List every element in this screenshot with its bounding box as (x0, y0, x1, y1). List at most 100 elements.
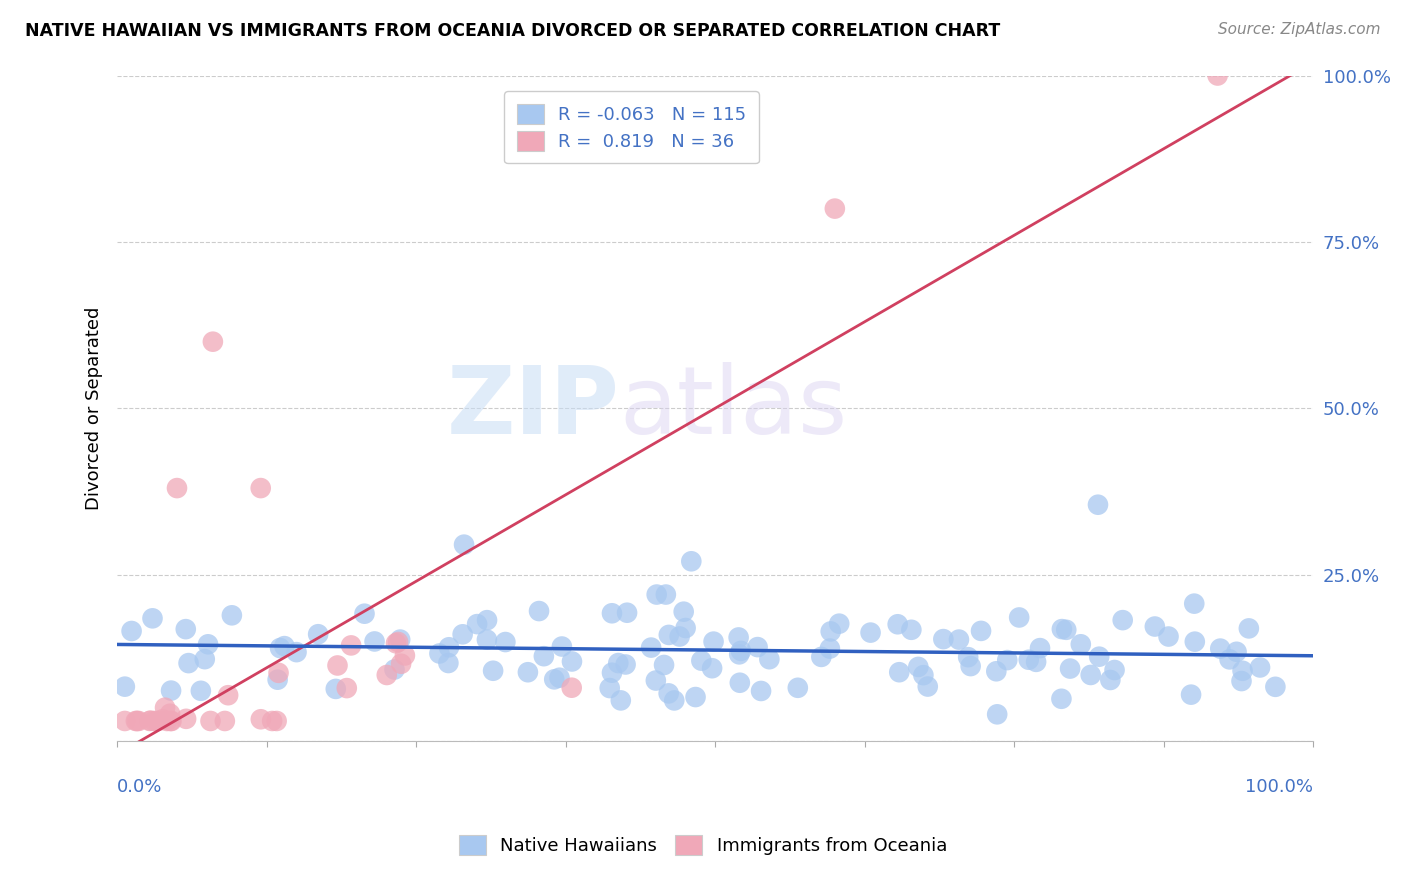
Point (810, 649, 832, 664)
Point (957, 650, 980, 665)
Point (437, 640, 460, 655)
Point (747, 640, 769, 654)
Point (159, 714, 181, 728)
Point (128, 714, 150, 728)
Point (125, 714, 148, 728)
Point (818, 641, 841, 656)
Point (758, 652, 780, 666)
Point (375, 668, 398, 682)
Point (728, 675, 751, 690)
Point (907, 660, 929, 674)
Point (384, 663, 406, 677)
Text: 100.0%: 100.0% (1246, 778, 1313, 796)
Text: NATIVE HAWAIIAN VS IMMIGRANTS FROM OCEANIA DIVORCED OR SEPARATED CORRELATION CHA: NATIVE HAWAIIAN VS IMMIGRANTS FROM OCEAN… (25, 22, 1001, 40)
Point (516, 665, 538, 680)
Point (153, 700, 176, 714)
Point (1104, 663, 1126, 677)
Point (917, 680, 939, 694)
Point (325, 681, 347, 696)
Point (1182, 597, 1205, 611)
Point (1018, 653, 1040, 667)
Point (886, 617, 908, 632)
Text: Source: ZipAtlas.com: Source: ZipAtlas.com (1218, 22, 1381, 37)
Point (125, 714, 148, 728)
Point (1099, 673, 1122, 687)
Point (700, 661, 723, 675)
Point (616, 606, 638, 620)
Point (143, 714, 166, 728)
Point (336, 681, 359, 695)
Point (146, 714, 169, 728)
Point (527, 604, 550, 618)
Point (1025, 655, 1047, 669)
Point (465, 617, 488, 632)
Point (668, 630, 690, 644)
Point (675, 621, 697, 635)
Point (267, 665, 290, 680)
Point (859, 625, 882, 640)
Point (340, 639, 363, 653)
Point (1237, 621, 1260, 635)
Point (728, 648, 751, 662)
Point (307, 627, 329, 641)
Point (1264, 680, 1286, 694)
Point (494, 635, 516, 649)
Point (932, 632, 955, 646)
Point (266, 673, 288, 687)
Point (658, 628, 681, 642)
Point (1112, 613, 1135, 627)
Point (658, 686, 681, 700)
Point (363, 634, 385, 648)
Point (217, 688, 239, 702)
Point (451, 627, 474, 641)
Point (600, 607, 623, 621)
Point (889, 665, 911, 680)
Point (727, 631, 749, 645)
Point (387, 635, 409, 649)
Point (912, 668, 935, 682)
Point (174, 712, 197, 726)
Point (664, 693, 686, 707)
Point (543, 673, 565, 687)
Point (394, 648, 416, 663)
Point (786, 681, 808, 695)
Point (475, 632, 498, 647)
Point (197, 637, 219, 651)
Y-axis label: Divorced or Separated: Divorced or Separated (86, 307, 103, 510)
Point (273, 639, 295, 653)
Point (429, 647, 451, 661)
Point (681, 554, 703, 568)
Point (221, 608, 243, 623)
Point (610, 693, 633, 707)
Point (690, 654, 713, 668)
Point (561, 681, 583, 695)
Point (166, 481, 188, 495)
Point (644, 673, 666, 688)
Point (1232, 664, 1254, 678)
Point (190, 683, 212, 698)
Text: 0.0%: 0.0% (117, 778, 163, 796)
Point (995, 653, 1018, 667)
Point (385, 636, 408, 650)
Point (453, 538, 475, 552)
Point (1143, 619, 1166, 633)
Point (600, 665, 623, 680)
Point (1219, 652, 1241, 666)
Point (652, 657, 675, 672)
Point (200, 714, 222, 728)
Point (533, 649, 555, 664)
Point (114, 680, 136, 694)
Point (141, 611, 163, 625)
Point (475, 613, 498, 627)
Point (1184, 634, 1206, 648)
Point (820, 624, 842, 639)
Point (655, 588, 678, 602)
Point (1225, 645, 1247, 659)
Point (353, 607, 375, 621)
Point (614, 657, 637, 672)
Point (177, 656, 200, 670)
Point (152, 712, 174, 726)
Point (1206, 69, 1229, 83)
Point (551, 640, 574, 654)
Point (1087, 498, 1109, 512)
